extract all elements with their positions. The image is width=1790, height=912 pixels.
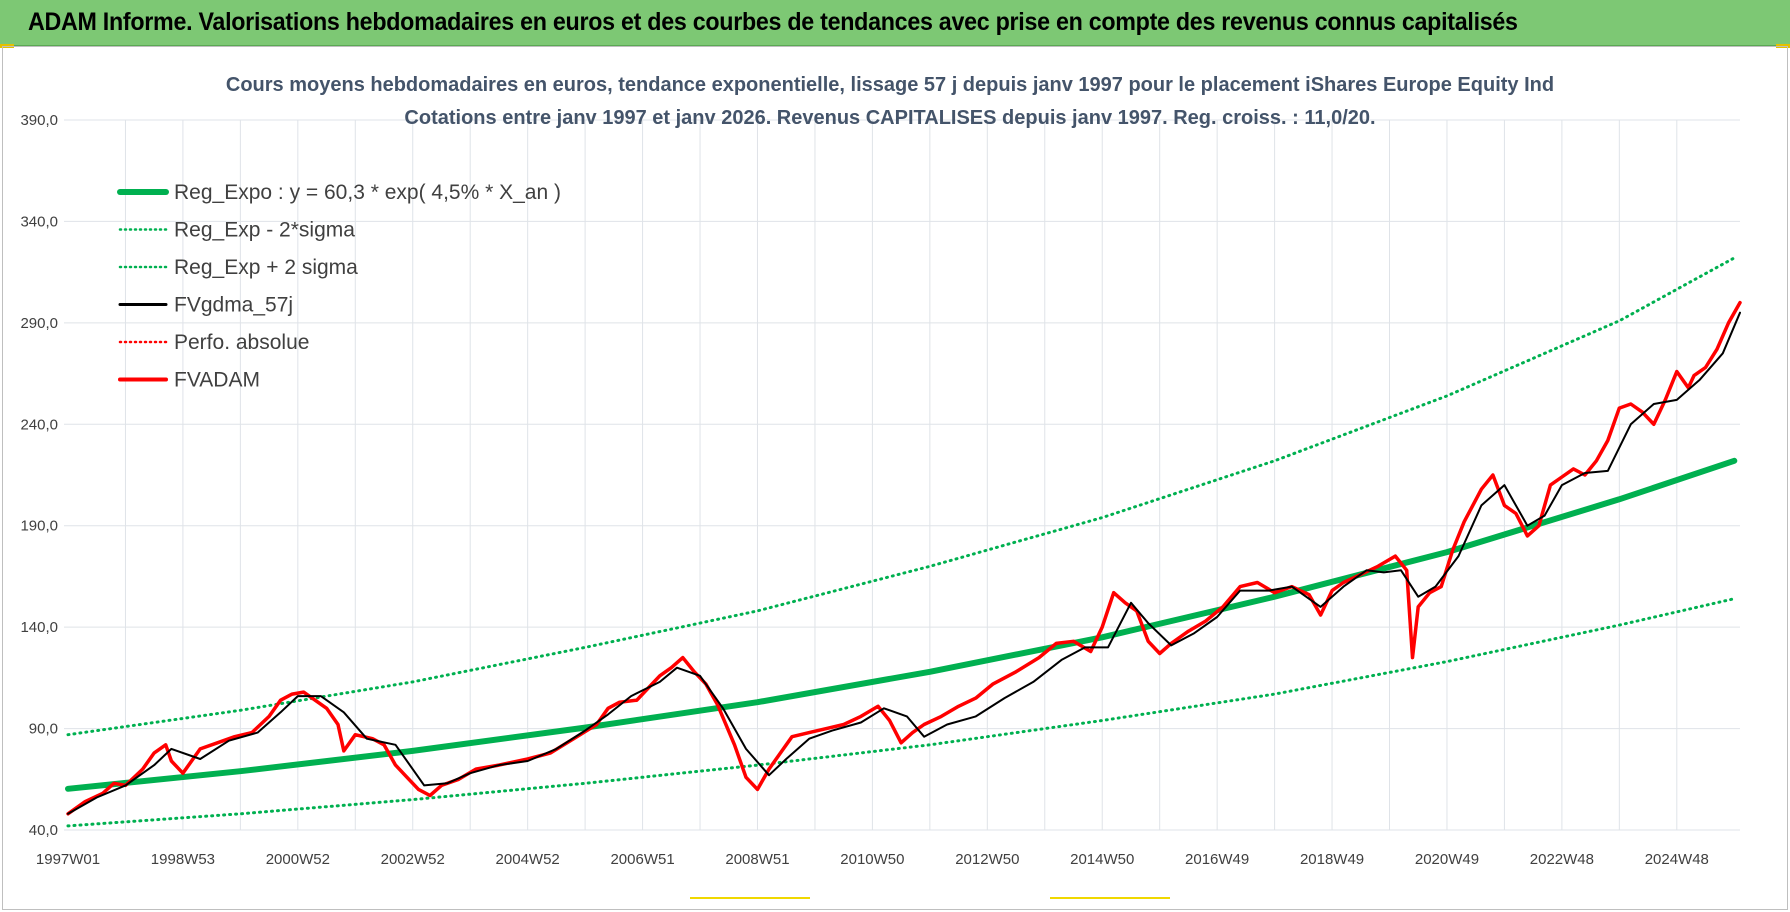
x-tick-label: 2000W52 [266,851,330,868]
x-tick-label: 2018W49 [1300,851,1364,868]
legend-label: Reg_Expo : y = 60,3 * exp( 4,5% * X_an ) [174,181,561,204]
y-tick-label: 390,0 [20,112,58,129]
y-tick-label: 340,0 [20,213,58,230]
x-tick-label: 2006W51 [610,851,674,868]
series-line-0 [65,457,1738,792]
x-tick-label: 1997W01 [36,851,100,868]
y-tick-label: 240,0 [20,416,58,433]
legend-label: Perfo. absolue [174,331,309,354]
y-axis-ticks: 40,0 90,0 140,0 190,0 240,0 290,0 340,0 390,0 [20,112,58,839]
legend-label: FVgdma_57j [174,294,293,317]
series-line-3 [67,311,1741,815]
series-line-2 [66,256,1736,737]
x-tick-label: 2002W52 [381,851,445,868]
x-tick-label: 2016W49 [1185,851,1249,868]
y-tick-label: 290,0 [20,315,58,332]
chart-subtitle: Cotations entre janv 1997 et janv 2026. … [404,107,1375,129]
chart-title: Cours moyens hebdomadaires en euros, ten… [226,74,1554,96]
series-line-5 [66,300,1742,816]
x-tick-label: 2022W48 [1530,851,1594,868]
y-tick-label: 40,0 [29,822,58,839]
legend-label: Reg_Exp - 2*sigma [174,219,355,242]
x-tick-label: 2020W49 [1415,851,1479,868]
x-tick-label: 2024W48 [1645,851,1709,868]
x-tick-label: 2014W50 [1070,851,1134,868]
y-tick-label: 90,0 [29,721,58,738]
legend-label: Reg_Exp + 2 sigma [174,256,358,279]
x-tick-label: 2010W50 [840,851,904,868]
x-tick-label: 2008W51 [725,851,789,868]
series-line-1 [66,597,1736,828]
x-tick-label: 2012W50 [955,851,1019,868]
y-tick-label: 190,0 [20,518,58,535]
series-lines [65,256,1742,828]
legend: Reg_Expo : y = 60,3 * exp( 4,5% * X_an )… [117,181,561,392]
legend-label: FVADAM [174,369,260,392]
x-axis-ticks: 1997W01 1998W53 2000W52 2002W52 2004W52 2006W… [36,851,1709,868]
report-banner-title: ADAM Informe. Valorisations hebdomadaire… [28,8,1518,36]
x-tick-label: 1998W53 [151,851,215,868]
y-tick-label: 140,0 [20,619,58,636]
x-tick-label: 2004W52 [496,851,560,868]
chart-frame [2,46,1788,910]
report-banner: ADAM Informe. Valorisations hebdomadaire… [0,0,1790,46]
